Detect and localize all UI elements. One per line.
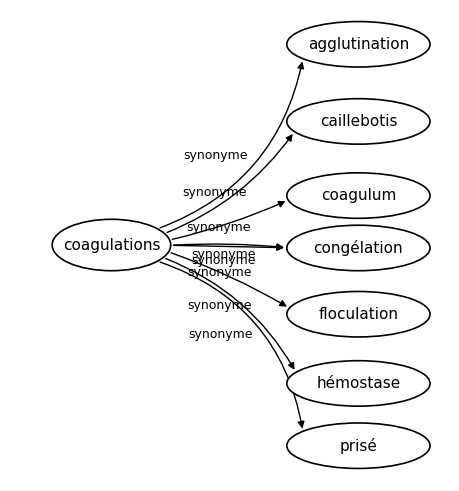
Ellipse shape <box>286 361 429 406</box>
Text: synonyme: synonyme <box>183 149 247 162</box>
Ellipse shape <box>286 99 429 144</box>
Ellipse shape <box>52 219 170 271</box>
Text: synonyme: synonyme <box>191 254 256 267</box>
FancyArrowPatch shape <box>171 253 285 306</box>
Text: floculation: floculation <box>318 307 397 322</box>
Text: prisé: prisé <box>339 437 376 454</box>
Text: agglutination: agglutination <box>307 37 408 52</box>
Text: synonyme: synonyme <box>186 221 251 234</box>
FancyArrowPatch shape <box>167 135 291 232</box>
Text: congélation: congélation <box>313 240 403 256</box>
FancyArrowPatch shape <box>172 201 284 239</box>
Text: synonyme: synonyme <box>182 186 246 199</box>
FancyArrowPatch shape <box>165 259 293 369</box>
Text: synonyme: synonyme <box>186 266 251 278</box>
Ellipse shape <box>286 173 429 218</box>
FancyArrowPatch shape <box>173 244 282 249</box>
Ellipse shape <box>286 225 429 271</box>
FancyArrowPatch shape <box>173 245 282 250</box>
Text: hémostase: hémostase <box>316 376 400 391</box>
Text: synonyme: synonyme <box>191 248 256 261</box>
FancyArrowPatch shape <box>160 63 303 228</box>
FancyArrowPatch shape <box>160 262 303 427</box>
Ellipse shape <box>286 423 429 468</box>
Ellipse shape <box>286 22 429 67</box>
Ellipse shape <box>286 292 429 337</box>
Text: coagulations: coagulations <box>62 238 160 252</box>
Text: synonyme: synonyme <box>187 299 252 312</box>
Text: caillebotis: caillebotis <box>319 114 396 129</box>
Text: synonyme: synonyme <box>188 328 252 341</box>
Text: coagulum: coagulum <box>320 188 395 203</box>
